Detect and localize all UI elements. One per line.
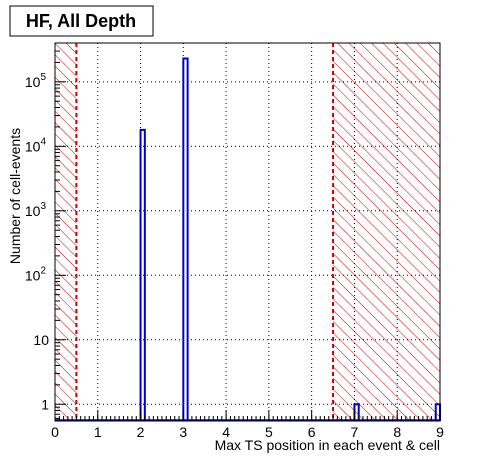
y-tick-label: 103 bbox=[25, 201, 47, 219]
chart-title: HF, All Depth bbox=[26, 11, 136, 31]
y-tick-label: 10 bbox=[33, 332, 49, 348]
x-tick-label: 2 bbox=[137, 424, 145, 440]
chart-title-box: HF, All Depth bbox=[9, 5, 154, 37]
x-tick-label: 7 bbox=[351, 424, 359, 440]
x-tick-label: 5 bbox=[265, 424, 273, 440]
x-tick-label: 4 bbox=[222, 424, 230, 440]
y-tick-label: 1 bbox=[41, 396, 49, 412]
x-tick-label: 1 bbox=[94, 424, 102, 440]
x-tick-label: 0 bbox=[51, 424, 59, 440]
excluded-region-0 bbox=[55, 43, 77, 421]
y-tick-label: 104 bbox=[25, 136, 47, 154]
histogram-bin bbox=[139, 128, 146, 421]
y-axis-title: Number of cell-events bbox=[7, 128, 23, 264]
x-axis-title: Max TS position in each event & cell bbox=[215, 437, 440, 453]
x-tick-label: 3 bbox=[179, 424, 187, 440]
histogram-bin bbox=[182, 57, 189, 421]
x-tick-label: 9 bbox=[436, 424, 444, 440]
y-tick-label: 105 bbox=[25, 72, 47, 90]
x-tick-label: 8 bbox=[393, 424, 401, 440]
excluded-region-1 bbox=[333, 43, 440, 421]
y-tick-label: 102 bbox=[25, 265, 47, 283]
x-tick-label: 6 bbox=[308, 424, 316, 440]
